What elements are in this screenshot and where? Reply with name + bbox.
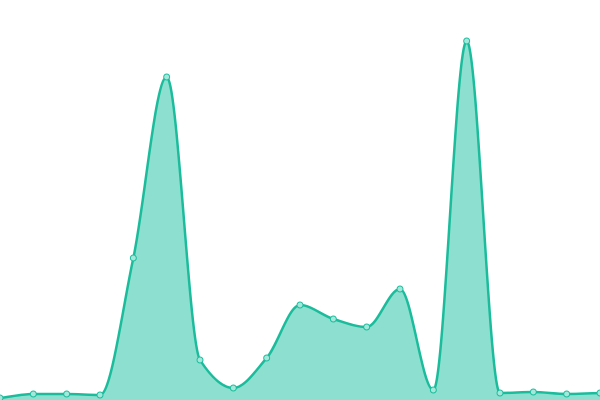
data-point [363,323,371,331]
data-point [429,386,437,394]
data-point [596,389,600,397]
data-point [96,391,104,399]
data-point [196,356,204,364]
data-point [263,354,271,362]
data-point [0,394,4,400]
area-fill [0,41,600,400]
data-point [529,388,537,396]
data-point [496,389,504,397]
data-point [463,37,471,45]
area-line [0,39,600,400]
data-point [29,390,37,398]
data-point [229,384,237,392]
data-point [563,390,571,398]
data-point [63,390,71,398]
data-point [329,315,337,323]
data-point [163,73,171,81]
data-point [396,285,404,293]
data-point [129,254,137,262]
data-point [296,301,304,309]
